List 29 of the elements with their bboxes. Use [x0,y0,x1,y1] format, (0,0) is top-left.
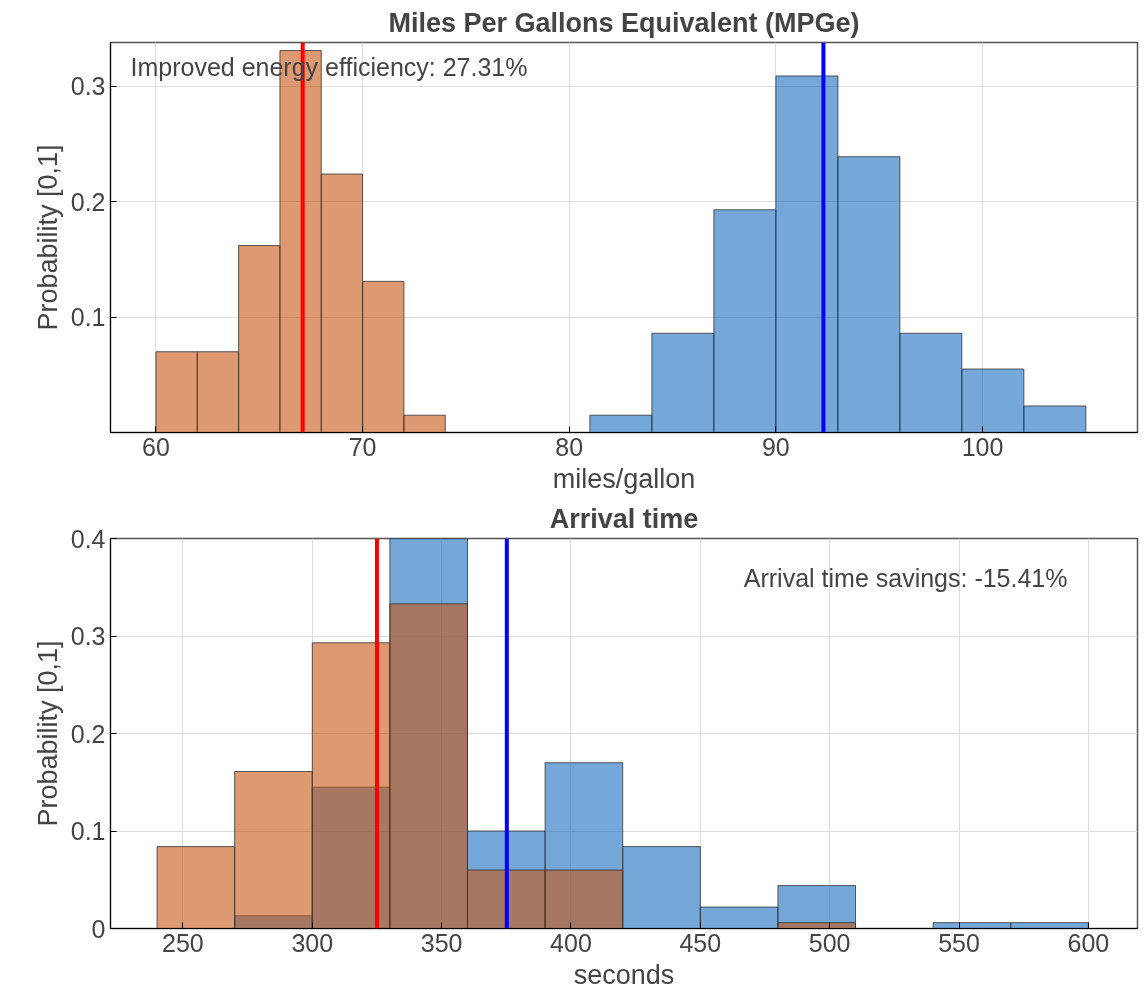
x-tick-label: 600 [1067,928,1110,957]
y-tick-label: 0.3 [70,622,106,650]
y-tick-label: 0 [91,914,106,943]
y-axis-title: Probability [0,1] [32,640,63,827]
y-tick-label: 0.1 [70,817,106,845]
y-axis-title: Probability [0,1] [32,144,63,331]
x-axis-title: miles/gallon [552,463,696,494]
x-tick-label: 350 [420,928,463,957]
chart-title: Arrival time [549,503,699,534]
x-tick-label: 550 [938,928,980,957]
y-tick-label: 0.2 [70,719,106,748]
x-tick-label: 60 [142,432,170,461]
y-tick-label: 0.3 [70,72,106,101]
x-tick-label: 300 [291,928,334,957]
x-tick-label: 500 [808,928,851,957]
y-tick-label: 0.2 [70,187,106,216]
annotation: Arrival time savings: -15.41% [743,563,1068,592]
x-tick-label: 90 [761,432,790,461]
x-tick-label: 70 [348,432,377,461]
chart-title: Miles Per Gallons Equivalent (MPGe) [388,7,860,38]
x-tick-label: 100 [961,432,1004,461]
x-tick-label: 250 [162,928,204,957]
x-tick-label: 450 [679,928,722,957]
x-tick-label: 400 [550,928,592,957]
annotation: Improved energy efficiency: 27.31% [130,52,528,81]
x-axis-title: seconds [573,959,675,990]
y-tick-label: 0.4 [70,524,106,553]
y-tick-label: 0.1 [70,303,106,332]
x-tick-label: 80 [555,432,584,461]
